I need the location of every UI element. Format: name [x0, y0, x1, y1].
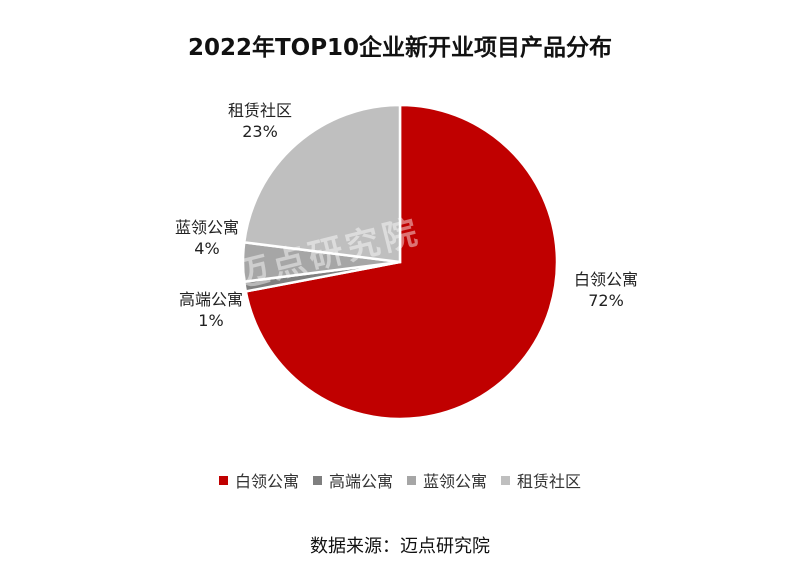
legend-swatch — [407, 475, 416, 485]
legend-item: 蓝领公寓 — [407, 468, 487, 492]
source-note: 数据来源：迈点研究院 — [310, 536, 490, 557]
slice-label-category: 高端公寓 — [179, 290, 243, 309]
chart-title: 2022年TOP10企业新开业项目产品分布 — [187, 35, 613, 61]
slice-labels: 白领公寓 72% 高端公寓 1% 蓝领公寓 4% 租赁社区 23% — [175, 101, 638, 330]
slice-label-category: 租赁社区 — [228, 101, 292, 120]
legend-swatch — [218, 475, 228, 485]
legend-swatch — [501, 475, 511, 485]
legend: 白领公寓 高端公寓 蓝领公寓 租赁社区 — [0, 468, 800, 492]
slice-label-category: 白领公寓 — [574, 270, 638, 289]
legend-label: 蓝领公寓 — [423, 472, 488, 491]
legend-item: 高端公寓 — [312, 468, 393, 492]
slice-label-percent: 1% — [198, 311, 223, 330]
slice-label-percent: 72% — [588, 291, 624, 310]
pie-slice-4 — [242, 103, 402, 264]
legend-item: 租赁社区 — [501, 468, 581, 492]
legend-swatch — [312, 475, 322, 485]
slice-label-percent: 4% — [194, 239, 219, 258]
legend-item: 白领公寓 — [218, 468, 299, 492]
pie-slices — [241, 103, 559, 421]
legend-label: 租赁社区 — [517, 472, 582, 491]
legend-label: 高端公寓 — [328, 472, 393, 491]
legend-label: 白领公寓 — [234, 472, 299, 491]
slice-label-category: 蓝领公寓 — [175, 218, 239, 237]
pie-slice-1 — [244, 103, 559, 421]
slice-label-percent: 23% — [242, 122, 278, 141]
